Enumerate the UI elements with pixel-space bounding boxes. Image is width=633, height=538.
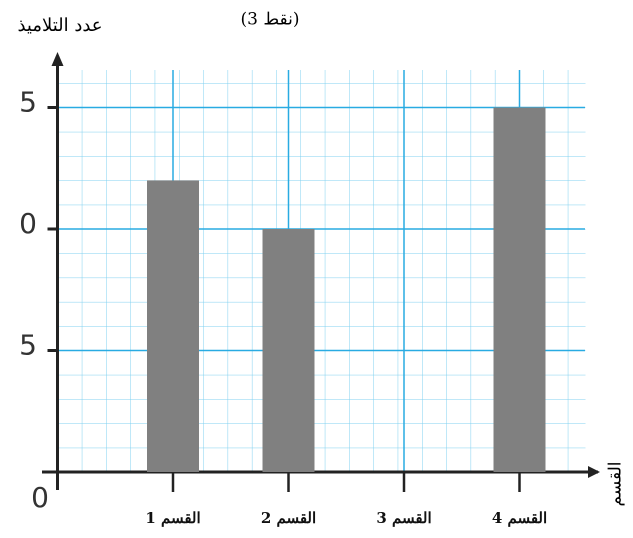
y-axis-label: عدد التلاميذ [17,15,102,36]
x-tick-label: القسم 1 [145,509,200,527]
x-tick-label: القسم 3 [376,509,431,527]
bar [147,180,199,472]
y-tick-label: 5 [19,329,37,362]
x-axis-arrow [588,466,600,478]
x-tick-label: القسم 2 [261,509,316,527]
y-tick-label: 0 [19,207,37,240]
y-axis-arrow [51,52,64,66]
y-tick-label: 5 [19,86,37,119]
bar [493,107,546,472]
x-axis-label: القسم [606,462,626,507]
x-tick-label: القسم 4 [492,509,547,527]
chart-title: (3 نقط) [241,10,300,30]
bar [262,229,315,472]
y-tick-label: 0 [31,481,49,514]
